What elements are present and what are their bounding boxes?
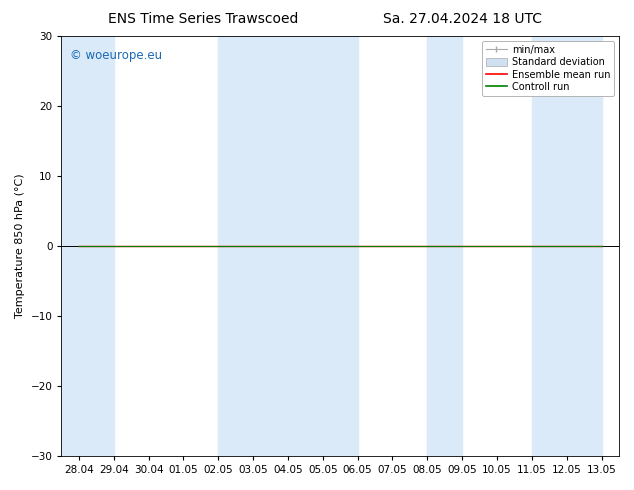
Text: © woeurope.eu: © woeurope.eu: [70, 49, 162, 62]
Legend: min/max, Standard deviation, Ensemble mean run, Controll run: min/max, Standard deviation, Ensemble me…: [482, 41, 614, 96]
Text: ENS Time Series Trawscoed: ENS Time Series Trawscoed: [108, 12, 298, 26]
Bar: [532, 36, 602, 456]
Y-axis label: Temperature 850 hPa (°C): Temperature 850 hPa (°C): [15, 174, 25, 318]
Bar: [218, 36, 358, 456]
Bar: [61, 36, 113, 456]
Text: Sa. 27.04.2024 18 UTC: Sa. 27.04.2024 18 UTC: [384, 12, 542, 26]
Bar: [427, 36, 462, 456]
